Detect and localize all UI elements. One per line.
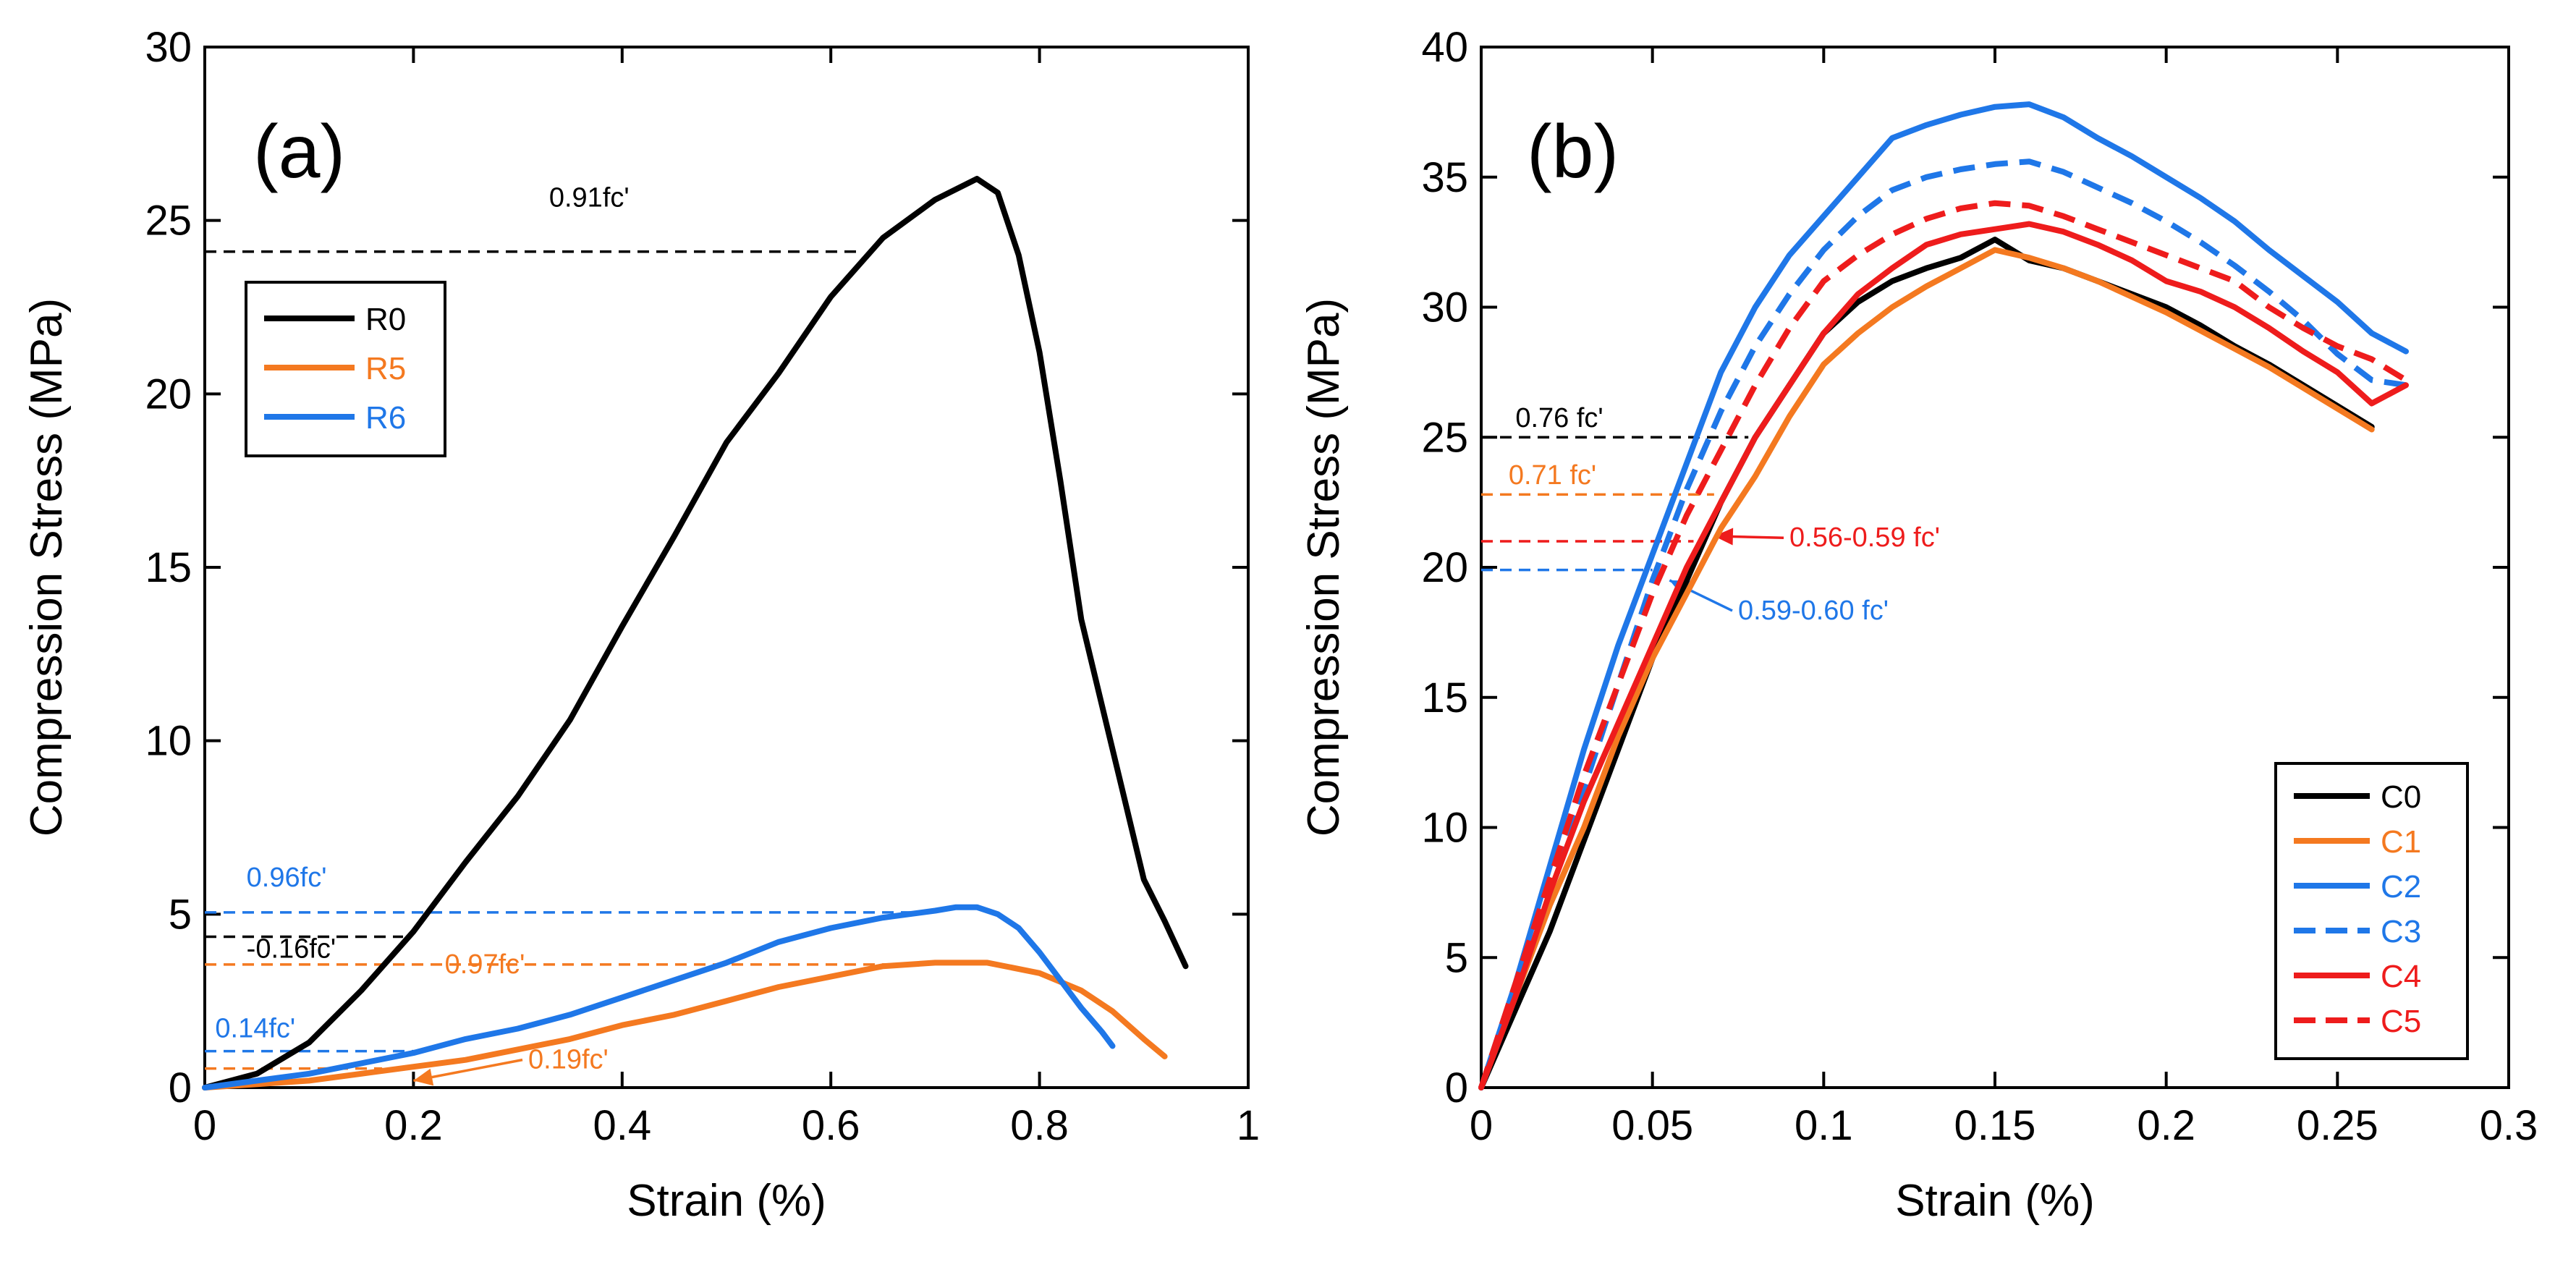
panel-b-y-tick-label: 30 — [1421, 284, 1468, 331]
panel-a-y-tick-label: 25 — [145, 198, 192, 245]
panel-b-x-tick-label: 0.25 — [2297, 1102, 2378, 1149]
panel-a-y-tick-label: 15 — [145, 544, 192, 591]
panel-a-y-tick-label: 5 — [169, 891, 192, 938]
panel-b-y-axis-title: Compression Stress (MPa) — [1299, 298, 1349, 837]
panel-b-x-tick-label: 0.2 — [2137, 1102, 2195, 1149]
panel-a-reference-label: 0.19fc' — [528, 1045, 609, 1075]
panel-b-legend-label-c0: C0 — [2381, 779, 2421, 815]
panel-a-y-tick-label: 20 — [145, 370, 192, 418]
panel-b-annotation-arrow-head — [1713, 528, 1734, 546]
panel-b-y-tick-label: 5 — [1445, 934, 1468, 981]
panel-a-annotation-arrow-head — [413, 1068, 434, 1086]
panel-a-series-r0-line — [202, 176, 1189, 1091]
panel-a-x-tick-label: 0.6 — [802, 1102, 860, 1149]
panel-b-x-tick-label: 0.05 — [1611, 1102, 1693, 1149]
panel-b-legend-label-c4: C4 — [2381, 959, 2421, 994]
panel-b-series-c2-line — [1478, 101, 2409, 1091]
panel-b-x-tick-label: 0.15 — [1954, 1102, 2036, 1149]
panel-b-y-tick-label: 0 — [1445, 1064, 1468, 1111]
panel-b-y-tick-label: 35 — [1421, 154, 1468, 201]
panel-b-series-c0-line — [1478, 237, 2375, 1091]
panel-a-x-tick-label: 0.2 — [384, 1102, 443, 1149]
panel-a-chart: (a) Strain (%) Compression Stress (MPa) … — [22, 24, 1260, 1226]
panel-b-chart: (b) Strain (%) Compression Stress (MPa) … — [1299, 24, 2538, 1226]
panel-a-reference-label: 0.97fc' — [445, 949, 525, 980]
panel-b-y-tick-label: 25 — [1421, 414, 1468, 461]
panel-a-legend-label-r0: R0 — [365, 302, 406, 337]
panel-a-legend-label-r6: R6 — [365, 400, 406, 436]
panel-b-series-c1-line — [1478, 247, 2375, 1091]
panel-a-x-tick-label: 0.8 — [1010, 1102, 1069, 1149]
panel-a-x-axis-title: Strain (%) — [627, 1176, 826, 1226]
panel-b-reference-label: 0.56-0.59 fc' — [1789, 522, 1940, 553]
panel-b-series-c3-line — [1478, 158, 2407, 1089]
panel-a-series-r6-line — [202, 904, 1116, 1091]
panel-b-legend-label-c1: C1 — [2381, 824, 2421, 860]
panel-a-reference-label: 0.14fc' — [215, 1013, 295, 1043]
panel-b-y-tick-label: 10 — [1421, 805, 1468, 852]
panel-a-plot-frame — [203, 46, 1250, 1089]
panel-a-x-tick-label: 0 — [193, 1102, 216, 1149]
panel-b-legend-label-c2: C2 — [2381, 869, 2421, 905]
panel-a-series-r5-line — [202, 960, 1168, 1091]
panel-a-y-tick-label: 10 — [145, 718, 192, 765]
panel-b-y-tick-label: 20 — [1421, 544, 1468, 591]
panel-b-x-tick-label: 0 — [1470, 1102, 1493, 1149]
panel-a-x-tick-label: 0.4 — [593, 1102, 651, 1149]
panel-b-x-tick-label: 0.3 — [2480, 1102, 2538, 1149]
panel-b-y-tick-label: 40 — [1421, 24, 1468, 71]
panel-b-legend-box — [2274, 762, 2469, 1060]
panel-a-reference-label: 0.96fc' — [247, 863, 327, 893]
panel-a-legend-label-r5: R5 — [365, 351, 406, 386]
panel-a-reference-label: -0.16fc' — [247, 933, 336, 964]
panel-a-x-tick-label: 1 — [1237, 1102, 1260, 1149]
panel-a-reference-label: 0.91fc' — [549, 182, 630, 213]
panel-b-x-tick-label: 0.1 — [1795, 1102, 1853, 1149]
panel-b-y-tick-label: 15 — [1421, 674, 1468, 721]
panel-b-legend-label-c5: C5 — [2381, 1004, 2421, 1039]
panel-b-label: (b) — [1527, 110, 1619, 194]
panel-b-reference-label: 0.76 fc' — [1515, 403, 1603, 433]
panel-b-reference-label: 0.71 fc' — [1509, 460, 1596, 491]
panel-b-reference-label: 0.59-0.60 fc' — [1738, 596, 1889, 626]
panel-a-y-tick-label: 30 — [145, 24, 192, 71]
panel-a-label: (a) — [253, 110, 345, 194]
panel-b-series-c5-line — [1478, 200, 2408, 1089]
panel-b-series-c4-line — [1478, 221, 2409, 1091]
panel-b-x-axis-title: Strain (%) — [1895, 1176, 2095, 1226]
panel-b-legend-label-c3: C3 — [2381, 914, 2421, 949]
panel-a-y-axis-title: Compression Stress (MPa) — [22, 298, 72, 837]
panel-a-y-tick-label: 0 — [169, 1064, 192, 1111]
